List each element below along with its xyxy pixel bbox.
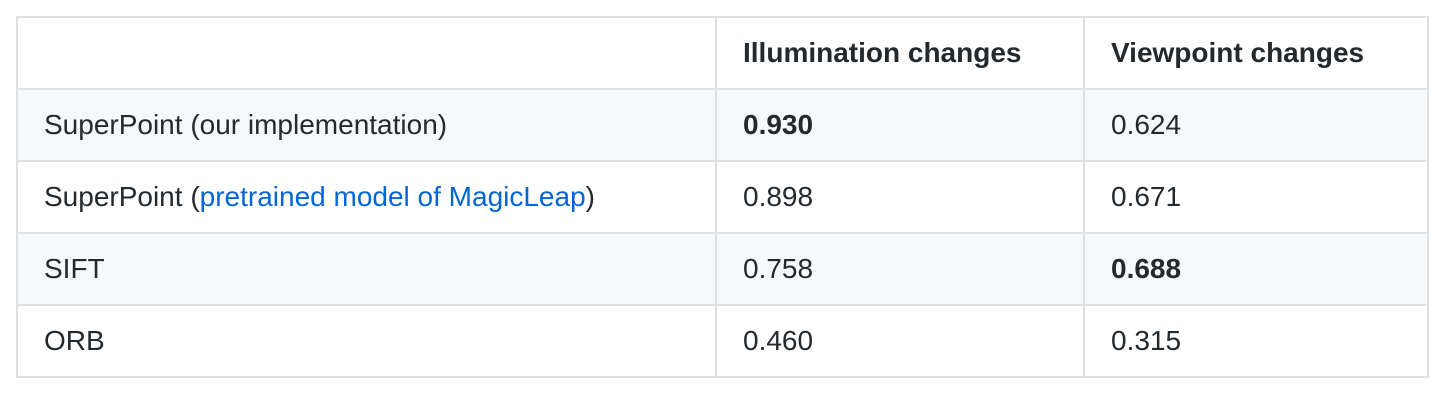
method-cell: SuperPoint (pretrained model of MagicLea… [16,160,717,234]
header-viewpoint: Viewpoint changes [1083,16,1429,90]
illumination-cell: 0.758 [715,232,1085,306]
viewpoint-value: 0.315 [1111,325,1182,356]
magicleap-model-link[interactable]: pretrained model of MagicLeap [199,181,586,212]
viewpoint-value: 0.671 [1111,181,1182,212]
illumination-value: 0.758 [743,253,814,284]
header-illumination: Illumination changes [715,16,1085,90]
header-method [16,16,717,90]
illumination-value: 0.460 [743,325,814,356]
method-name: SuperPoint ( [44,181,200,212]
viewpoint-value: 0.624 [1111,109,1182,140]
results-table: Illumination changes Viewpoint changes S… [16,16,1429,378]
illumination-value: 0.930 [743,109,814,140]
method-cell: SuperPoint (our implementation) [16,88,717,162]
illumination-cell: 0.898 [715,160,1085,234]
viewpoint-cell: 0.688 [1083,232,1429,306]
viewpoint-cell: 0.315 [1083,304,1429,378]
table-row: SIFT 0.758 0.688 [16,232,1429,306]
viewpoint-cell: 0.671 [1083,160,1429,234]
method-name: SuperPoint (our implementation) [44,109,448,140]
table-row: ORB 0.460 0.315 [16,304,1429,378]
table-row: SuperPoint (our implementation) 0.930 0.… [16,88,1429,162]
method-name: ORB [44,325,105,356]
method-suffix: ) [585,181,595,212]
viewpoint-value: 0.688 [1111,253,1182,284]
method-cell: SIFT [16,232,717,306]
illumination-cell: 0.460 [715,304,1085,378]
illumination-cell: 0.930 [715,88,1085,162]
table-row: SuperPoint (pretrained model of MagicLea… [16,160,1429,234]
method-name: SIFT [44,253,105,284]
viewpoint-cell: 0.624 [1083,88,1429,162]
illumination-value: 0.898 [743,181,814,212]
method-cell: ORB [16,304,717,378]
header-row: Illumination changes Viewpoint changes [16,16,1429,90]
